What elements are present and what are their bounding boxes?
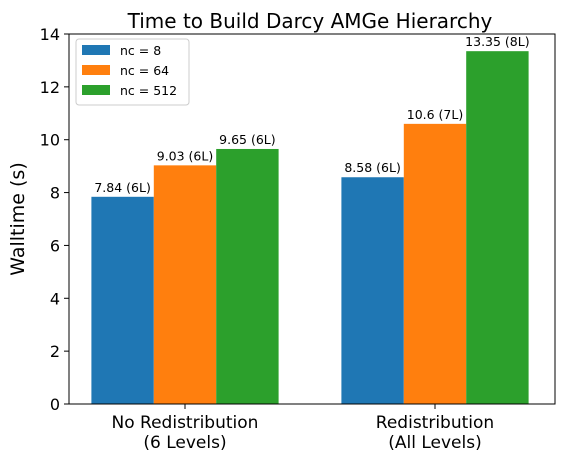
bars-group [91, 51, 529, 405]
x-tick-label: (All Levels) [388, 433, 481, 453]
bar-value-label: 13.35 (8L) [465, 34, 529, 49]
y-tick-label: 12 [40, 78, 60, 97]
y-tick-label: 8 [50, 184, 60, 203]
y-axis-label: Walltime (s) [7, 162, 29, 275]
x-axis: No Redistribution(6 Levels) Redistributio… [112, 404, 494, 453]
chart-title: Time to Build Darcy AMGe Hierarchy [127, 9, 493, 33]
bar-value-label: 8.58 (6L) [344, 160, 400, 175]
bar-value-label: 9.65 (6L) [219, 132, 275, 147]
bar-value-label: 7.84 (6L) [94, 180, 150, 195]
y-tick-label: 10 [40, 131, 60, 150]
y-axis: 0 2 4 6 8 10 12 14 [40, 25, 69, 414]
y-tick-label: 2 [50, 342, 60, 361]
bar [216, 148, 279, 404]
legend-swatch [82, 85, 110, 95]
legend-label: nc = 64 [120, 63, 169, 78]
y-tick-label: 14 [40, 25, 60, 44]
legend-label: nc = 8 [120, 43, 161, 58]
x-tick-label: Redistribution [376, 413, 494, 433]
bar [466, 51, 529, 405]
legend-swatch [82, 65, 110, 75]
bar [341, 177, 404, 404]
legend-label: nc = 512 [120, 83, 177, 98]
legend-swatch [82, 45, 110, 55]
data-labels-group: 7.84 (6L) 9.03 (6L) 9.65 (6L) 8.58 (6L) 10.6… [94, 34, 529, 195]
x-tick-label: No Redistribution [112, 413, 259, 433]
plot-frame [68, 33, 556, 405]
bar-value-label: 9.03 (6L) [157, 148, 213, 163]
legend: nc = 8 nc = 64 nc = 512 [75, 38, 190, 106]
y-tick-label: 6 [50, 236, 60, 255]
x-tick-label: (6 Levels) [143, 433, 226, 453]
bar-value-label: 10.6 (7L) [407, 107, 463, 122]
bar [153, 165, 217, 404]
y-tick-label: 0 [50, 395, 60, 414]
y-tick-label: 4 [50, 289, 60, 308]
bar [403, 123, 467, 404]
bar [91, 196, 154, 404]
